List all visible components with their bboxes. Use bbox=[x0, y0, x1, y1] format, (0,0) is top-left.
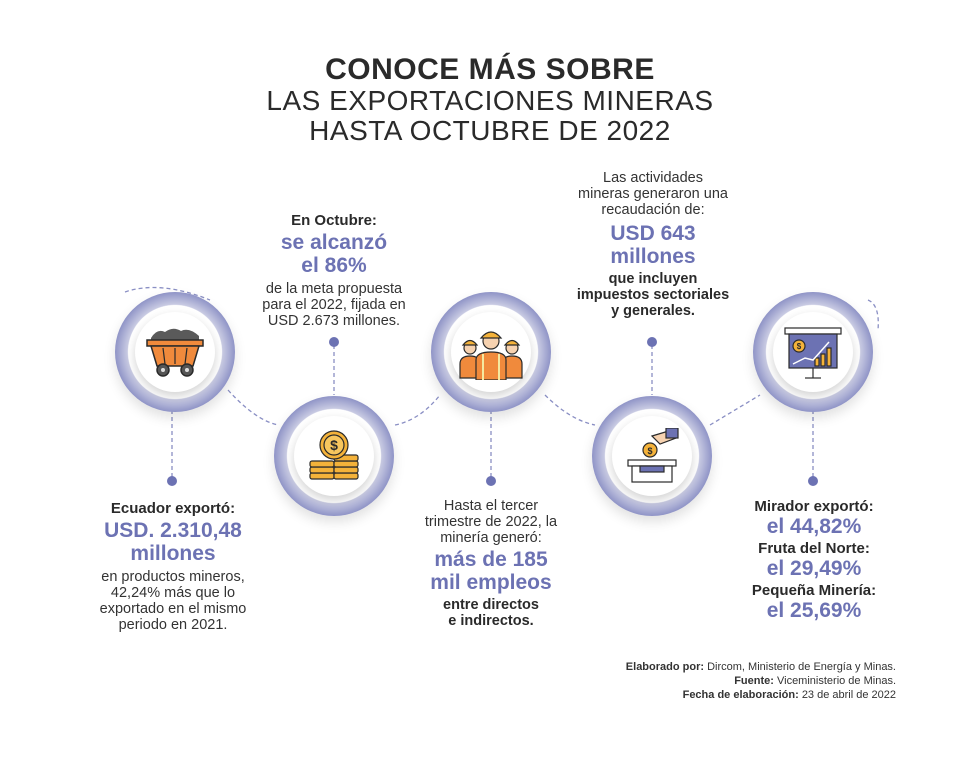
jobs-intro-1: Hasta el tercer bbox=[443, 498, 539, 514]
coins-icon: $ bbox=[309, 430, 359, 480]
connector-2-3 bbox=[394, 394, 441, 426]
jobs-block: Hasta el tercer trimestre de 2022, la mi… bbox=[381, 498, 601, 629]
goal-desc-2: para el 2022, fijada en bbox=[262, 297, 406, 313]
exports-block: Ecuador exportó: USD. 2.310,48 millones … bbox=[60, 500, 286, 633]
title-line-3: HASTA OCTUBRE DE 2022 bbox=[309, 115, 671, 146]
dot-jobs bbox=[486, 476, 496, 486]
credits-source: Fuente: Viceministerio de Minas. bbox=[626, 674, 896, 688]
projects-value-1: el 44,82% bbox=[766, 515, 862, 538]
revenue-value-line-2: millones bbox=[610, 245, 696, 268]
goal-label: En Octubre: bbox=[291, 212, 377, 229]
jobs-intro-2: trimestre de 2022, la bbox=[424, 514, 558, 530]
connector-4-5 bbox=[709, 394, 761, 426]
connector-3-4 bbox=[544, 394, 596, 426]
projects-label-1: Mirador exportó: bbox=[754, 498, 874, 515]
connector-top-1 bbox=[124, 286, 211, 301]
mining-cart-icon bbox=[146, 328, 204, 377]
circle-goal-inner: $ bbox=[294, 416, 374, 496]
circle-projects: $ bbox=[753, 292, 873, 412]
revenue-value-line-1: USD 643 bbox=[610, 222, 696, 245]
miners-icon bbox=[459, 331, 523, 380]
title-line-2: LAS EXPORTACIONES MINERAS bbox=[266, 85, 714, 116]
projects-block: Mirador exportó: el 44,82% Fruta del Nor… bbox=[712, 498, 916, 622]
revenue-desc-1: que incluyen bbox=[608, 271, 698, 287]
svg-text:$: $ bbox=[797, 342, 802, 351]
goal-desc-1: de la meta propuesta bbox=[265, 281, 403, 297]
exports-value-line-2: millones bbox=[130, 542, 216, 565]
exports-desc-4: periodo en 2021. bbox=[118, 617, 228, 633]
jobs-desc-1: entre directos bbox=[443, 597, 539, 613]
goal-desc-3: USD 2.673 millones. bbox=[267, 313, 401, 329]
circle-goal: $ bbox=[274, 396, 394, 516]
jobs-value-line-1: más de 185 bbox=[434, 548, 548, 571]
circle-revenue-inner: $ bbox=[612, 416, 692, 496]
jobs-intro-3: minería generó: bbox=[440, 530, 542, 546]
circle-jobs-inner bbox=[451, 312, 531, 392]
dot-revenue bbox=[647, 337, 657, 347]
circle-exports-inner bbox=[135, 312, 215, 392]
credits-made-by-label: Elaborado por: bbox=[625, 661, 705, 673]
goal-value-line-1: se alcanzó bbox=[280, 231, 388, 254]
revenue-intro-3: recaudación de: bbox=[601, 202, 705, 218]
title-line-1: CONOCE MÁS SOBRE bbox=[325, 53, 655, 86]
jobs-value-line-2: mil empleos bbox=[430, 571, 552, 594]
credits-made-by-value: Dircom, Ministerio de Energía y Minas. bbox=[707, 661, 896, 673]
goal-block: En Octubre: se alcanzó el 86% de la meta… bbox=[224, 212, 444, 329]
credits-source-label: Fuente: bbox=[734, 675, 774, 687]
credits: Elaborado por: Dircom, Ministerio de Ene… bbox=[626, 660, 896, 702]
revenue-intro-2: mineras generaron una bbox=[578, 186, 728, 202]
projects-label-2: Fruta del Norte: bbox=[758, 540, 870, 557]
circle-projects-inner: $ bbox=[773, 312, 853, 392]
circle-revenue: $ bbox=[592, 396, 712, 516]
circle-exports bbox=[115, 292, 235, 412]
exports-desc-2: 42,24% más que lo bbox=[110, 585, 236, 601]
credits-made-by: Elaborado por: Dircom, Ministerio de Ene… bbox=[626, 660, 896, 674]
credits-source-value: Viceministerio de Minas. bbox=[776, 675, 896, 687]
dot-exports bbox=[167, 476, 177, 486]
exports-desc-3: exportado en el mismo bbox=[99, 601, 247, 617]
projects-value-2: el 29,49% bbox=[766, 557, 862, 580]
jobs-desc-2: e indirectos. bbox=[448, 613, 534, 629]
revenue-desc-2: impuestos sectoriales bbox=[576, 287, 730, 303]
tax-deposit-icon: $ bbox=[627, 428, 679, 483]
connector-top-5 bbox=[867, 299, 879, 331]
revenue-desc-3: y generales. bbox=[611, 303, 695, 319]
exports-value-line-1: USD. 2.310,48 bbox=[104, 519, 242, 542]
circle-jobs bbox=[431, 292, 551, 412]
svg-text:$: $ bbox=[330, 437, 338, 453]
projects-label-3: Pequeña Minería: bbox=[751, 582, 877, 599]
svg-text:$: $ bbox=[647, 446, 652, 456]
credits-date: Fecha de elaboración: 23 de abril de 202… bbox=[626, 688, 896, 702]
dot-goal bbox=[329, 337, 339, 347]
connector-1-2 bbox=[227, 389, 279, 426]
projects-value-3: el 25,69% bbox=[766, 599, 862, 622]
infographic-title: CONOCE MÁS SOBRE LAS EXPORTACIONES MINER… bbox=[0, 54, 980, 146]
revenue-block: Las actividades mineras generaron una re… bbox=[542, 170, 764, 319]
exports-label: Ecuador exportó: bbox=[110, 500, 236, 517]
revenue-intro-1: Las actividades bbox=[603, 170, 703, 186]
credits-date-value: 23 de abril de 2022 bbox=[801, 689, 896, 701]
presentation-chart-icon: $ bbox=[784, 327, 842, 379]
credits-date-label: Fecha de elaboración: bbox=[682, 689, 799, 701]
exports-desc-1: en productos mineros, bbox=[101, 569, 245, 585]
dot-projects bbox=[808, 476, 818, 486]
goal-value-line-2: el 86% bbox=[301, 254, 367, 277]
